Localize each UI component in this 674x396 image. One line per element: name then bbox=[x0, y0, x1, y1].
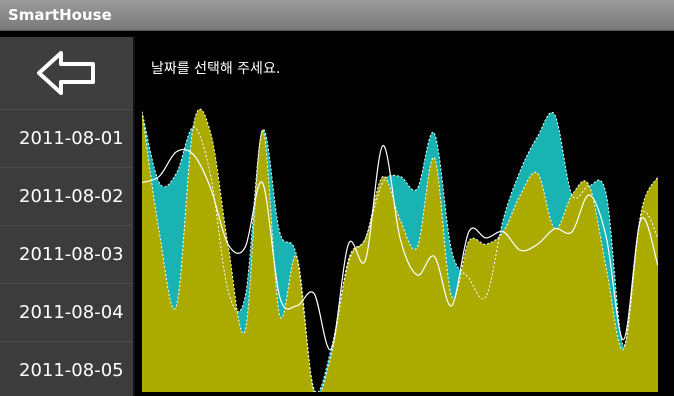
chart-area-lower bbox=[142, 109, 658, 392]
chart-line-lower bbox=[142, 108, 658, 392]
title-bar: SmartHouse bbox=[0, 0, 674, 30]
back-button[interactable] bbox=[0, 37, 133, 109]
usage-chart bbox=[142, 108, 658, 392]
date-item-2011-08-02[interactable]: 2011-08-02 bbox=[0, 167, 133, 225]
left-arrow-icon bbox=[36, 51, 95, 95]
date-item-2011-08-05[interactable]: 2011-08-05 bbox=[0, 341, 133, 396]
date-item-2011-08-04[interactable]: 2011-08-04 bbox=[0, 283, 133, 341]
date-sidebar: 2011-08-01 2011-08-02 2011-08-03 2011-08… bbox=[0, 37, 135, 396]
chart-line-extra bbox=[142, 144, 658, 350]
date-item-2011-08-01[interactable]: 2011-08-01 bbox=[0, 109, 133, 167]
chart-line-upper bbox=[142, 111, 658, 392]
date-item-2011-08-03[interactable]: 2011-08-03 bbox=[0, 225, 133, 283]
select-date-hint: 날짜를 선택해 주세요. bbox=[151, 61, 281, 77]
app-title: SmartHouse bbox=[8, 6, 112, 24]
